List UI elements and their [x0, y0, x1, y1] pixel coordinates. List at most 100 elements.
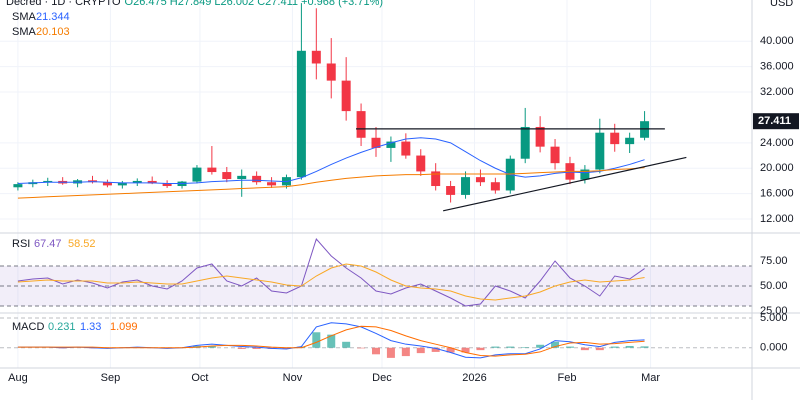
- candle-body: [535, 126, 545, 147]
- legend-value: 20.103: [36, 26, 70, 38]
- x-tick-label: Mar: [641, 372, 660, 384]
- legend-name: SMA: [12, 11, 37, 23]
- x-tick-label: Dec: [372, 372, 392, 384]
- y-tick-label: 20.000: [760, 162, 794, 174]
- y-tick-label: 5.000: [760, 312, 788, 324]
- histogram-bar: [446, 347, 455, 353]
- histogram-bar: [521, 347, 530, 348]
- candle-body: [147, 180, 157, 184]
- histogram-bar: [312, 332, 321, 348]
- legend-value: 67.47: [34, 238, 62, 250]
- candle-body: [625, 137, 635, 145]
- histogram-bar: [610, 346, 619, 348]
- y-tick-label: 16.000: [760, 188, 794, 200]
- candle-body: [162, 183, 172, 187]
- indicator-line: [17, 238, 645, 307]
- x-tick-label: Nov: [283, 372, 303, 384]
- y-tick-label: 36.000: [760, 61, 794, 73]
- x-tick-label: Aug: [8, 372, 28, 384]
- histogram-bar: [252, 347, 261, 349]
- candle-body: [207, 167, 217, 173]
- histogram-bar: [297, 346, 306, 348]
- pane-title: MACD: [12, 321, 44, 333]
- candle-body: [13, 184, 23, 188]
- candle-body: [267, 182, 277, 186]
- histogram-bar: [580, 347, 589, 351]
- candle-body: [595, 132, 605, 170]
- histogram-bar: [327, 334, 336, 348]
- legend-value: 1.099: [110, 321, 138, 333]
- candle-body: [326, 63, 336, 81]
- candle-body: [550, 146, 560, 164]
- histogram-bar: [461, 347, 470, 353]
- legend-value: 58.52: [68, 238, 96, 250]
- histogram-bar: [565, 346, 574, 348]
- indicator-line: [17, 325, 645, 357]
- candle-body: [117, 182, 127, 186]
- legend-value: 1.33: [80, 321, 101, 333]
- candle-body: [356, 111, 366, 138]
- legend-name: SMA: [12, 26, 37, 38]
- indicator-line: [17, 263, 645, 301]
- histogram-bar: [536, 344, 545, 348]
- candle-body: [446, 186, 456, 195]
- candle-body: [610, 132, 620, 145]
- grid-layer: [0, 0, 752, 368]
- y-tick-label: 12.000: [760, 213, 794, 225]
- trendline: [443, 156, 687, 212]
- indicator-line: [17, 167, 645, 199]
- indicator-line: [17, 137, 645, 184]
- legend-value: 21.344: [36, 11, 70, 23]
- x-tick-label: 2026: [462, 372, 486, 384]
- histogram-bar: [372, 347, 380, 355]
- price-label: 27.411: [758, 115, 791, 127]
- y-tick-label: 24.000: [760, 137, 794, 149]
- histogram-bar: [357, 347, 366, 349]
- y-tick-label: 75.00: [760, 255, 788, 267]
- legend-value: 0.231: [48, 321, 76, 333]
- candle-body: [416, 155, 426, 172]
- label-layer: Aug Sep Oct Nov Dec 2026 Feb Mar 12.000 16.000 20.…: [6, 0, 799, 384]
- histogram-bar: [476, 347, 485, 351]
- x-tick-label: Oct: [191, 372, 208, 384]
- candle-body: [431, 171, 441, 187]
- candle-body: [461, 177, 471, 195]
- histogram-bar: [491, 346, 500, 348]
- candle-body: [401, 141, 411, 156]
- candle-body: [102, 182, 112, 186]
- candle-body: [371, 137, 381, 148]
- histogram-bar: [431, 347, 440, 352]
- histogram-bar: [386, 347, 395, 358]
- histogram-bar: [640, 346, 649, 348]
- candle-body: [43, 180, 53, 183]
- candle-body: [192, 167, 202, 182]
- x-tick-label: Sep: [101, 372, 121, 384]
- histogram-bar: [416, 347, 425, 354]
- price-label-box: [753, 113, 799, 130]
- symbol-title: Decred · 1D · CRYPTO O26.475 H27.849 L26.…: [6, 0, 383, 8]
- histogram-bar: [342, 341, 351, 348]
- histogram-bar: [207, 345, 216, 348]
- currency: USD: [770, 0, 793, 9]
- candle-body: [386, 141, 396, 148]
- candle-body: [237, 175, 247, 180]
- candle-body: [252, 175, 262, 183]
- pane-title: RSI: [12, 238, 30, 250]
- candle-body: [580, 169, 590, 180]
- y-tick-label: 32.000: [760, 86, 794, 98]
- candle-body: [311, 50, 321, 64]
- quote: O26.475 H27.849 L26.002 C27.411 +0.968 (…: [125, 0, 384, 8]
- candle-body: [132, 180, 142, 183]
- candle-body: [341, 80, 351, 112]
- histogram-bar: [282, 347, 291, 349]
- y-tick-label: 0.000: [760, 342, 788, 354]
- candle-body: [490, 182, 500, 191]
- candle-body: [520, 126, 530, 159]
- y-tick-label: 40.000: [760, 35, 794, 47]
- histogram-bar: [551, 341, 560, 348]
- y-tick-label: 50.00: [760, 280, 788, 292]
- candle-body: [475, 177, 485, 183]
- x-tick-label: Feb: [557, 372, 576, 384]
